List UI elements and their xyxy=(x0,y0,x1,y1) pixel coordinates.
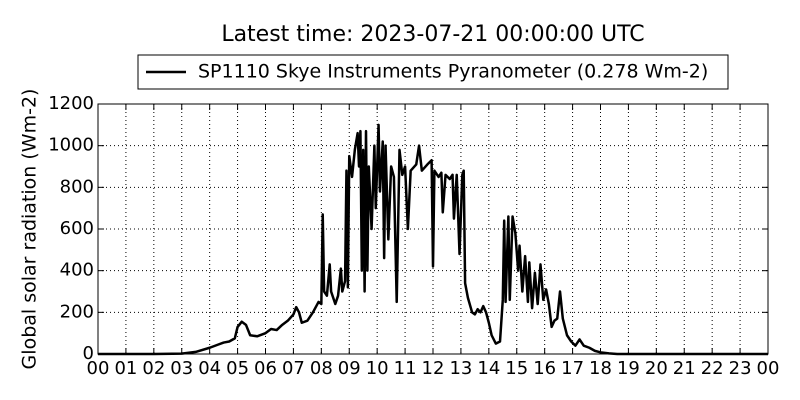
chart-title: Latest time: 2023-07-21 00:00:00 UTC xyxy=(221,22,644,47)
x-tick-label: 16 xyxy=(533,358,556,379)
y-axis-label: Global solar radiation (Wm-2) xyxy=(19,89,41,370)
x-tick-label: 02 xyxy=(142,358,165,379)
y-tick-label: 800 xyxy=(60,176,94,197)
y-tick-label: 400 xyxy=(60,260,94,281)
x-tick-label: 23 xyxy=(729,358,752,379)
x-tick-label: 19 xyxy=(617,358,640,379)
x-tick-label: 21 xyxy=(673,358,696,379)
x-tick-label: 10 xyxy=(366,358,389,379)
x-tick-label: 14 xyxy=(477,358,500,379)
x-tick-label: 00 xyxy=(757,358,780,379)
x-tick-label: 05 xyxy=(226,358,249,379)
legend-box xyxy=(137,54,729,90)
x-tick-label: 03 xyxy=(170,358,193,379)
y-tick-label: 1200 xyxy=(48,93,94,114)
x-tick-label: 18 xyxy=(589,358,612,379)
data-line xyxy=(98,123,768,356)
x-tick-label: 11 xyxy=(394,358,417,379)
x-tick-label: 13 xyxy=(449,358,472,379)
x-tick-label: 01 xyxy=(114,358,137,379)
y-tick-label: 1000 xyxy=(48,135,94,156)
x-tick-label: 22 xyxy=(701,358,724,379)
legend: SP1110 Skye Instruments Pyranometer (0.2… xyxy=(137,54,729,90)
plot-frame xyxy=(97,103,769,355)
y-tick-label: 600 xyxy=(60,218,94,239)
x-tick-label: 07 xyxy=(282,358,305,379)
y-tick-label: 0 xyxy=(83,343,94,364)
x-tick-label: 04 xyxy=(198,358,221,379)
x-tick-label: 12 xyxy=(422,358,445,379)
x-tick-label: 20 xyxy=(645,358,668,379)
legend-label: SP1110 Skye Instruments Pyranometer (0.2… xyxy=(198,61,708,83)
y-tick-label: 200 xyxy=(60,301,94,322)
x-tick-label: 09 xyxy=(338,358,361,379)
x-tick-label: 17 xyxy=(561,358,584,379)
x-tick-label: 08 xyxy=(310,358,333,379)
x-tick-label: 15 xyxy=(505,358,528,379)
x-tick-label: 00 xyxy=(87,358,110,379)
x-tick-label: 06 xyxy=(254,358,277,379)
